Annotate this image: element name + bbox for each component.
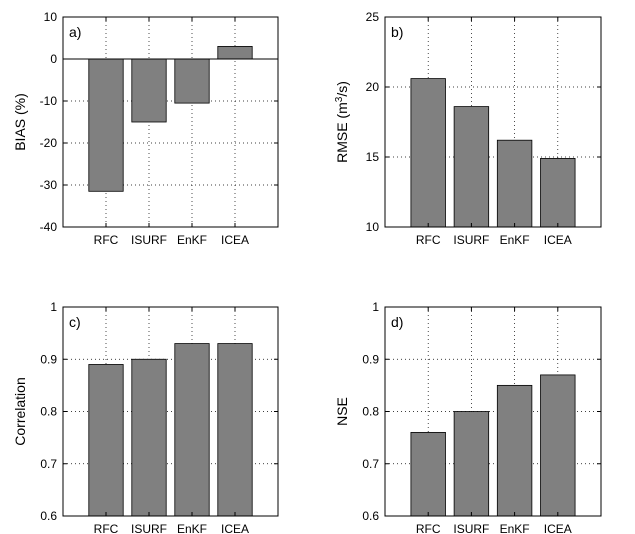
x-tick-label-icea: ICEA	[221, 522, 249, 534]
axes-frame	[62, 16, 279, 228]
y-tick-label: 15	[366, 150, 380, 164]
bar-rfc	[88, 58, 124, 192]
rmse-panel: 10 15 20 25 RFC ISURF EnKF ICEA b) RMSE (m3/s)	[334, 10, 602, 247]
bar-rfc	[410, 431, 446, 517]
y-axis-label: BIAS (%)	[12, 93, 28, 151]
bar-isurf	[131, 58, 167, 123]
x-tick-label-icea: ICEA	[544, 522, 572, 534]
y-tick-label: 25	[366, 10, 380, 24]
y-tick-label: 10	[366, 220, 380, 234]
correlation-panel: 0.6 0.7 0.8 0.9 1 RFC ISURF EnKF ICEA c) Correlati…	[12, 300, 279, 534]
panel-label: b)	[391, 24, 403, 40]
y-axis-label: Correlation	[12, 377, 28, 445]
x-tick-label-isurf: ISURF	[131, 522, 167, 534]
x-tick-label-enkf: EnKF	[177, 233, 207, 247]
axes-frame	[384, 16, 602, 228]
x-tick-label-rfc: RFC	[416, 522, 441, 534]
y-tick-label: 0.6	[362, 509, 379, 523]
bar-icea	[217, 46, 253, 60]
x-tick-label-isurf: ISURF	[131, 233, 167, 247]
x-tick-label-rfc: RFC	[416, 233, 441, 247]
y-tick-label: -40	[40, 220, 58, 234]
x-tick-label-enkf: EnKF	[177, 522, 207, 534]
y-tick-label: 0.6	[40, 509, 57, 523]
bar-rfc	[88, 364, 124, 517]
y-tick-label: 0.7	[362, 457, 379, 471]
bar-isurf	[453, 411, 490, 517]
y-tick-label: -30	[40, 178, 58, 192]
y-tick-label: 0.8	[362, 405, 379, 419]
y-axis-label: RMSE (m3/s)	[334, 81, 350, 163]
x-tick-label-isurf: ISURF	[453, 233, 489, 247]
x-tick-label-icea: ICEA	[221, 233, 249, 247]
y-tick-label: 0.7	[40, 457, 57, 471]
x-tick-label-icea: ICEA	[544, 233, 572, 247]
y-tick-label: -10	[40, 94, 58, 108]
bar-icea	[540, 374, 576, 517]
bar-icea	[217, 343, 253, 517]
y-tick-label: -20	[40, 136, 58, 150]
nse-panel: 0.6 0.7 0.8 0.9 1 RFC ISURF EnKF ICEA d) NSE	[334, 300, 602, 534]
panel-label: a)	[69, 24, 81, 40]
panel-label: d)	[391, 314, 403, 330]
bar-enkf	[174, 343, 210, 517]
bar-enkf	[174, 58, 210, 104]
x-tick-label-enkf: EnKF	[500, 522, 530, 534]
y-tick-label: 10	[44, 10, 58, 24]
bar-icea	[540, 157, 576, 228]
y-axis-label: NSE	[334, 397, 350, 426]
y-tick-label: 20	[366, 80, 380, 94]
bar-isurf	[131, 358, 167, 517]
x-tick-label-enkf: EnKF	[500, 233, 530, 247]
bar-enkf	[496, 139, 533, 228]
x-tick-label-rfc: RFC	[94, 522, 119, 534]
y-tick-label: 0.9	[40, 352, 57, 366]
bar-isurf	[453, 106, 490, 228]
y-tick-label: 0.8	[40, 405, 57, 419]
y-tick-label: 1	[50, 300, 57, 314]
x-tick-label-isurf: ISURF	[453, 522, 489, 534]
x-tick-label-rfc: RFC	[94, 233, 119, 247]
bar-enkf	[496, 384, 533, 517]
y-tick-label: 1	[372, 300, 379, 314]
y-tick-label: 0.9	[362, 352, 379, 366]
bar-rfc	[410, 78, 446, 228]
y-tick-label: 0	[50, 52, 57, 66]
panel-label: c)	[69, 314, 81, 330]
bias-panel: -40 -30 -20 -10 0 10 RFC ISURF EnKF ICEA a) BIAS (%…	[12, 10, 279, 247]
